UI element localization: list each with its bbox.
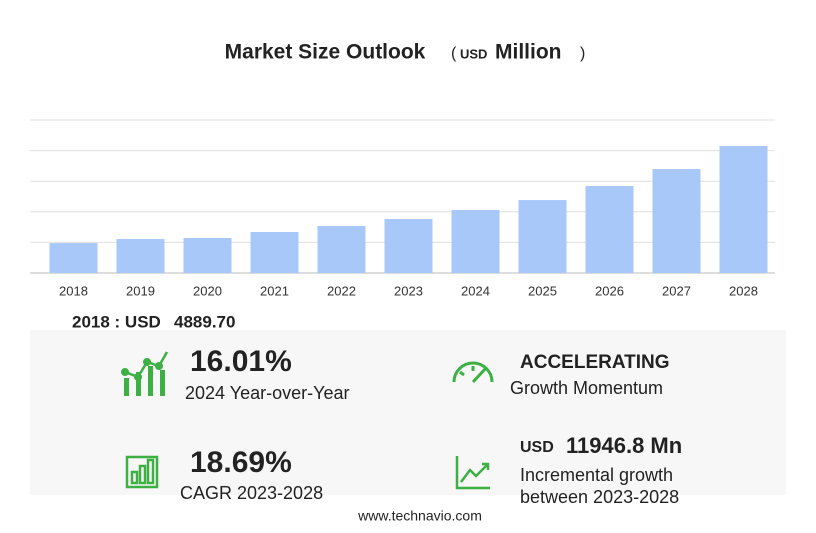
unit-currency: USD: [460, 46, 487, 61]
bar: [719, 146, 768, 273]
bar: [317, 225, 366, 273]
base-label: 2018 : USD: [72, 312, 161, 331]
incremental-line2: between 2023-2028: [520, 487, 679, 507]
bar: [585, 186, 634, 273]
bar: [250, 231, 299, 273]
cagr-value: 18.69%: [190, 446, 292, 479]
x-tick-label: 2027: [662, 283, 691, 298]
bar: [451, 210, 500, 273]
momentum-label: Growth Momentum: [510, 378, 663, 398]
x-tick-label: 2028: [729, 283, 758, 298]
incremental-currency: USD: [520, 439, 554, 456]
unit-name: Million: [495, 41, 562, 64]
bar: [116, 239, 165, 273]
cagr-icon: [125, 455, 159, 489]
base-value: 4889.70: [174, 312, 235, 331]
x-tick-label: 2026: [595, 283, 624, 298]
yoy-label: 2024 Year-over-Year: [185, 383, 349, 403]
momentum-value: ACCELERATING: [520, 352, 670, 373]
bar: [384, 219, 433, 273]
x-tick-label: 2022: [327, 283, 356, 298]
yoy-icon: [121, 351, 169, 396]
footer: www.technavio.com: [357, 508, 482, 524]
incremental-line1: Incremental growth: [520, 465, 673, 485]
x-tick-label: 2018: [59, 283, 88, 298]
bar: [183, 237, 232, 273]
bar: [652, 169, 701, 273]
bar: [49, 243, 98, 273]
yoy-value: 16.01%: [190, 345, 292, 378]
incremental-icon: [455, 456, 490, 490]
cagr-label: CAGR 2023-2028: [180, 483, 323, 503]
x-tick-label: 2025: [528, 283, 557, 298]
x-tick-label: 2020: [193, 283, 222, 298]
chart-title: Market Size Outlook: [225, 41, 426, 64]
bar: [518, 200, 567, 273]
x-tick-label: 2024: [461, 283, 490, 298]
unit-close: ): [580, 45, 585, 62]
incremental-value: 11946.8 Mn: [566, 433, 682, 458]
x-tick-label: 2019: [126, 283, 155, 298]
x-tick-label: 2023: [394, 283, 423, 298]
momentum-icon: [452, 361, 494, 384]
x-tick-label: 2021: [260, 283, 289, 298]
unit-open: (: [451, 45, 457, 62]
